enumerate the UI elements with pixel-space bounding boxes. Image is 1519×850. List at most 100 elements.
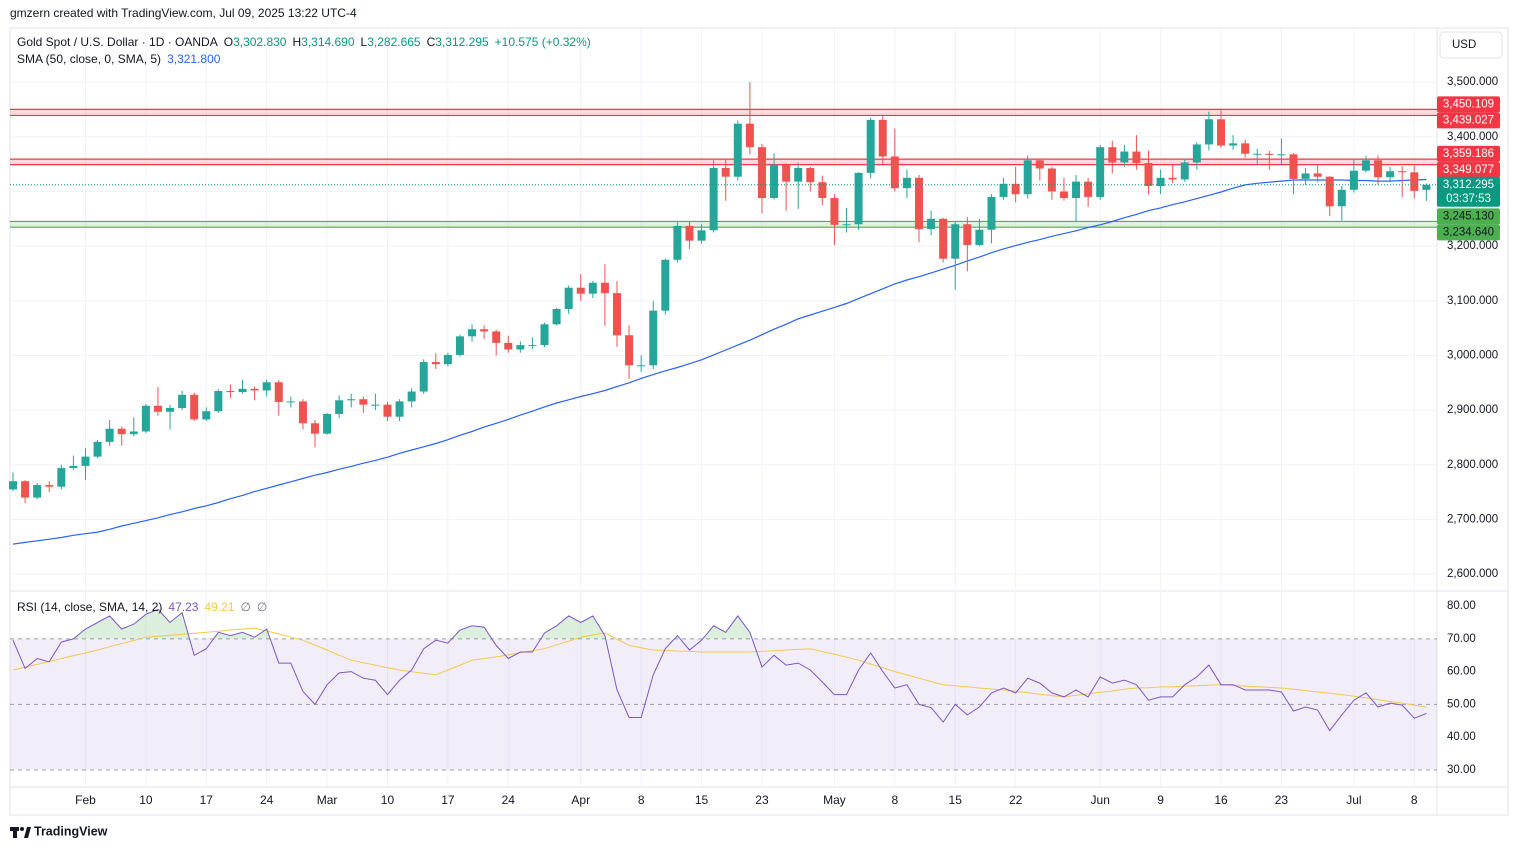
candle-body	[153, 405, 162, 412]
candle-body	[1011, 183, 1020, 195]
symbol-legend: Gold Spot / U.S. Dollar · 1D · OANDA O 3,3…	[17, 35, 591, 49]
x-tick-label: May	[823, 793, 846, 807]
candle-body	[93, 441, 102, 457]
y-tick-label: 2,600.000	[1447, 568, 1498, 580]
y-tick-label: 2,700.000	[1447, 514, 1498, 526]
rsi-tick-label: 70.00	[1447, 633, 1476, 645]
x-tick-label: Feb	[75, 793, 96, 807]
candle-body	[57, 468, 66, 487]
candle-body	[1349, 170, 1358, 190]
candle-body	[939, 218, 948, 259]
candle-body	[709, 167, 718, 231]
price-tag-label: 3,349.077	[1443, 164, 1494, 176]
rsi-ma-value: 49.21	[204, 600, 235, 614]
symbol-name: Gold Spot / U.S. Dollar · 1D · OANDA	[17, 35, 218, 49]
candle-body	[1398, 171, 1407, 173]
currency-button[interactable]	[1439, 31, 1503, 59]
candle-body	[1386, 171, 1395, 178]
candle-body	[818, 182, 827, 199]
candle-body	[1325, 176, 1334, 207]
price-tag	[1437, 145, 1500, 162]
candle-body	[552, 309, 561, 325]
candle-body	[600, 282, 609, 294]
price-tag	[1437, 96, 1500, 113]
candle-body	[1180, 162, 1189, 180]
y-tick-label: 3,500.000	[1447, 76, 1498, 88]
candle-body	[311, 423, 319, 434]
candle-body	[1023, 160, 1032, 195]
x-tick-label: 8	[638, 793, 645, 807]
x-tick-label: 24	[260, 793, 274, 807]
sma-line	[12, 178, 1427, 545]
x-tick-label: Mar	[317, 793, 338, 807]
candle-body	[915, 177, 923, 230]
candle-body	[395, 401, 404, 417]
candle-body	[178, 394, 187, 408]
candle-body	[927, 218, 936, 230]
candle-body	[347, 399, 356, 401]
y-tick-label: 2,800.000	[1447, 459, 1498, 471]
rsi-extra: ∅	[256, 600, 268, 614]
x-tick-label: 8	[891, 793, 898, 807]
candle-body	[286, 401, 295, 403]
candle-body	[1168, 177, 1177, 180]
candle-body	[782, 164, 791, 182]
x-tick-label: 16	[1214, 793, 1228, 807]
rsi-extra: ∅	[240, 600, 251, 614]
x-tick-label: Jul	[1346, 793, 1361, 807]
candle-body	[999, 183, 1008, 197]
candle-body	[190, 394, 199, 420]
candle-body	[9, 481, 17, 490]
x-tick-label: 24	[502, 793, 516, 807]
price-tag-label: 3,450.109	[1443, 98, 1494, 110]
y-tick-label: 3,200.000	[1447, 240, 1498, 252]
candle-body	[81, 456, 90, 466]
candle-body	[455, 336, 464, 355]
x-tick-label: 15	[695, 793, 709, 807]
candle-body	[528, 345, 537, 347]
price-tag	[1437, 161, 1500, 178]
candle-body	[1144, 163, 1153, 186]
candle-body	[673, 225, 682, 260]
candle-body	[468, 329, 477, 337]
candle-body	[431, 362, 440, 365]
ohlc-key: L	[360, 35, 368, 49]
candle-body	[685, 225, 694, 241]
candle-body	[419, 362, 428, 392]
candle-body	[262, 382, 271, 391]
candle-body	[516, 345, 525, 350]
candle-body	[1253, 153, 1262, 155]
candle-body	[323, 413, 332, 434]
candle-body	[1035, 160, 1044, 169]
y-tick-label: 3,400.000	[1447, 131, 1498, 143]
x-tick-label: 23	[1275, 793, 1289, 807]
candle-body	[274, 382, 283, 402]
candle-body	[383, 404, 392, 417]
sma-name: SMA (50, close, 0, SMA, 5)	[17, 52, 162, 66]
candle-body	[298, 401, 307, 424]
candle-body	[1204, 119, 1213, 145]
candle-body	[806, 167, 815, 183]
candle-body	[21, 481, 30, 498]
candle-body	[830, 198, 839, 225]
footer-brand: TradingView	[34, 824, 108, 838]
candle-body	[733, 123, 742, 177]
change: +10.575 (+0.32%)	[494, 35, 591, 49]
candle-body	[117, 428, 126, 435]
ohlc-key: H	[292, 35, 302, 49]
rsi-overbought-fill	[73, 609, 753, 639]
candle-body	[69, 465, 78, 469]
currency[interactable]: USD	[1452, 39, 1476, 51]
candle-body	[1313, 173, 1322, 177]
chart-frame	[9, 27, 1509, 816]
rsi-tick-label: 80.00	[1447, 600, 1476, 612]
candle-body	[902, 177, 911, 189]
candle-body	[141, 405, 150, 432]
y-tick-label: 3,100.000	[1447, 295, 1498, 307]
candle-body	[1072, 181, 1081, 199]
rsi-tick-label: 30.00	[1447, 764, 1476, 776]
rsi-ma-line	[12, 627, 1427, 708]
logo	[10, 827, 31, 838]
candle-body	[1156, 177, 1165, 186]
